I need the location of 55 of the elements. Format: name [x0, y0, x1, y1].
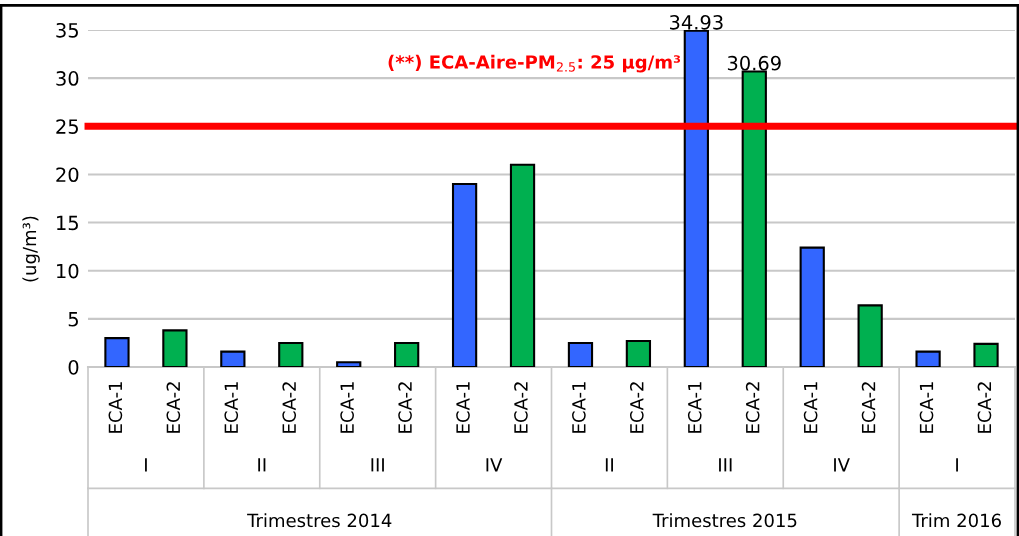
x-tick-label: ECA-2	[166, 382, 181, 433]
y-tick-label: 30	[56, 71, 79, 86]
x-tick-label: ECA-2	[745, 382, 760, 433]
x-tick-label: ECA-2	[398, 382, 412, 433]
x-tick-label: ECA-1	[108, 382, 123, 433]
bar	[336, 361, 362, 367]
text: III	[719, 458, 732, 472]
y-tick-label: 15	[57, 215, 78, 231]
y-tick-label: 0	[68, 359, 79, 375]
text: I	[145, 458, 147, 472]
y-tick-label: 5	[68, 312, 78, 327]
bar	[683, 30, 709, 367]
text: IV	[834, 458, 850, 472]
bar	[915, 350, 941, 367]
text: IV	[486, 458, 503, 472]
x-tick-label: ECA-1	[456, 382, 470, 433]
bar	[741, 70, 767, 367]
ref-line-label: (**) ECA-Aire-PM$_{2.5}$: 25 µg/m³	[388, 54, 681, 73]
text: Trimestres 2015	[652, 513, 797, 528]
data-label: 34.93	[669, 14, 723, 30]
y-tick-label: 35	[56, 22, 78, 38]
x-tick-label: ECA-2	[282, 382, 297, 433]
bar	[220, 350, 246, 367]
text: I	[956, 458, 958, 472]
x-tick-label: ECA-1	[224, 382, 239, 433]
y-tick-label: 25	[56, 119, 78, 134]
x-tick-label: ECA-1	[919, 382, 934, 433]
x-tick-label: ECA-1	[340, 382, 354, 433]
bar	[451, 183, 478, 367]
bar	[857, 304, 883, 367]
bar	[104, 337, 130, 367]
x-tick-label: ECA-1	[687, 382, 702, 433]
text: Trimestres 2014	[247, 513, 392, 528]
bar	[799, 246, 825, 367]
x-tick-label: ECA-2	[977, 382, 992, 433]
y-tick-label: 20	[56, 167, 79, 183]
x-tick-label: ECA-2	[861, 382, 876, 433]
bar	[509, 163, 536, 367]
bar	[625, 339, 652, 367]
x-tick-label: ECA-1	[803, 382, 818, 433]
bar	[162, 329, 188, 367]
y-axis-title: (ug/m³)	[22, 216, 40, 282]
text: II	[605, 458, 613, 472]
bar	[567, 341, 594, 367]
bar	[394, 341, 420, 367]
text: III	[371, 458, 384, 472]
x-tick-label: ECA-1	[572, 382, 586, 433]
text: II	[258, 458, 266, 472]
bar	[973, 342, 999, 367]
x-tick-label: ECA-2	[629, 382, 644, 433]
text: Trim 2016	[911, 513, 1001, 528]
bar	[278, 341, 304, 367]
y-tick-label: 10	[57, 263, 79, 279]
data-label: 30.69	[727, 55, 781, 71]
x-tick-label: ECA-2	[514, 382, 528, 433]
